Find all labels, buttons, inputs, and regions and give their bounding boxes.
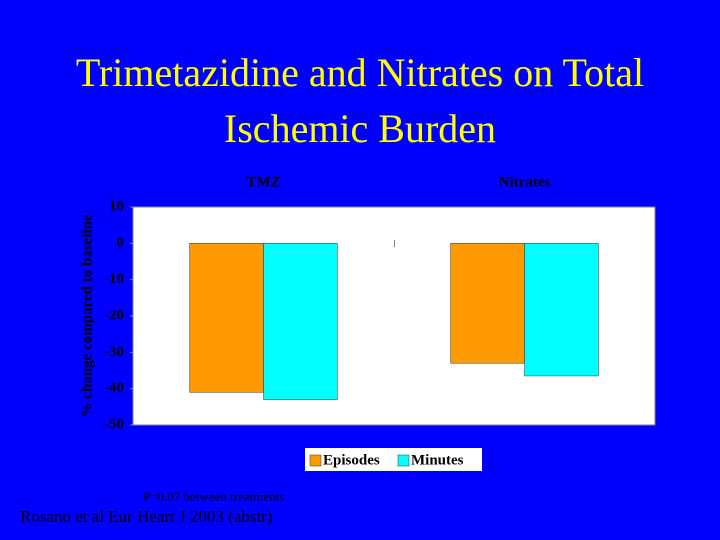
slide-title: Trimetazidine and Nitrates on Total Isch… xyxy=(75,50,645,151)
category-label: Nitrates xyxy=(499,174,551,190)
legend-swatch xyxy=(397,454,410,467)
y-tick-label: -30 xyxy=(104,344,124,360)
y-tick-label: -10 xyxy=(104,271,124,287)
legend-label: Episodes xyxy=(323,452,380,468)
y-tick-label: -20 xyxy=(104,307,124,323)
legend-box xyxy=(305,448,482,471)
bar xyxy=(263,243,338,400)
y-tick-label: -50 xyxy=(104,416,124,432)
legend-swatch xyxy=(309,454,322,467)
source-note: Rosano et al Eur Heart J 2003 (abstr) xyxy=(20,507,273,526)
bar xyxy=(189,243,264,393)
y-axis-label: % change compared to baseline xyxy=(79,214,95,417)
annotation: P=0.07 between treatments xyxy=(143,489,284,504)
legend-label: Minutes xyxy=(411,452,464,468)
bar xyxy=(524,243,599,377)
y-tick-label: 10 xyxy=(109,198,124,214)
bar xyxy=(450,243,525,364)
category-label: TMZ xyxy=(246,174,280,190)
y-tick-label: -40 xyxy=(104,380,124,396)
y-tick-label: 0 xyxy=(117,235,125,251)
